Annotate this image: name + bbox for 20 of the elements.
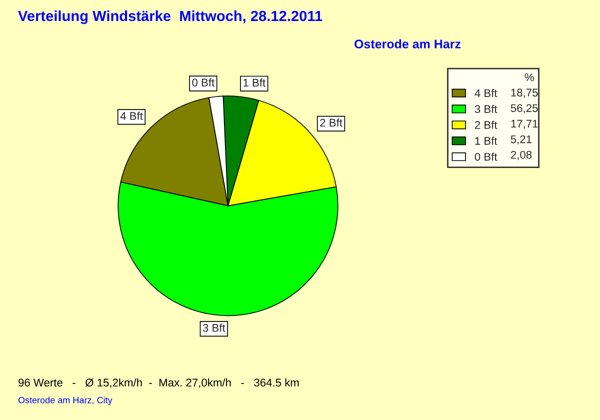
data-label: 56,25	[510, 104, 538, 114]
data-label: 18,75	[511, 88, 538, 98]
text: 96 Werte - Ø 15,2km/h - Max. 27,0km/h - 364.5 km	[18, 378, 299, 388]
legend-label: 3 Bft	[474, 104, 498, 113]
slice-label: 4 Bft	[120, 112, 143, 120]
legend-title: %	[524, 73, 534, 82]
chart-title: Verteilung Windstärke Mittwoch, 28.12.2011	[18, 10, 322, 24]
slice-label: 0 Bft	[192, 78, 215, 86]
slice-label: 3 Bft	[202, 324, 226, 332]
data-label: 5,21	[510, 135, 532, 145]
chart-subtitle: Osterode am Harz	[354, 39, 461, 48]
data-label: 17,71	[511, 120, 538, 129]
slice-label: 2 Bft	[320, 118, 342, 127]
slice-label: 1 Bft	[244, 78, 266, 87]
legend-label: 4 Bft	[474, 88, 498, 98]
legend-label: 1 Bft	[475, 136, 498, 145]
data-label: 2,08	[510, 150, 532, 160]
legend-label: 2 Bft	[474, 120, 498, 129]
text: Osterode am Harz, City	[18, 396, 112, 406]
legend-label: 0 Bft	[474, 152, 498, 161]
